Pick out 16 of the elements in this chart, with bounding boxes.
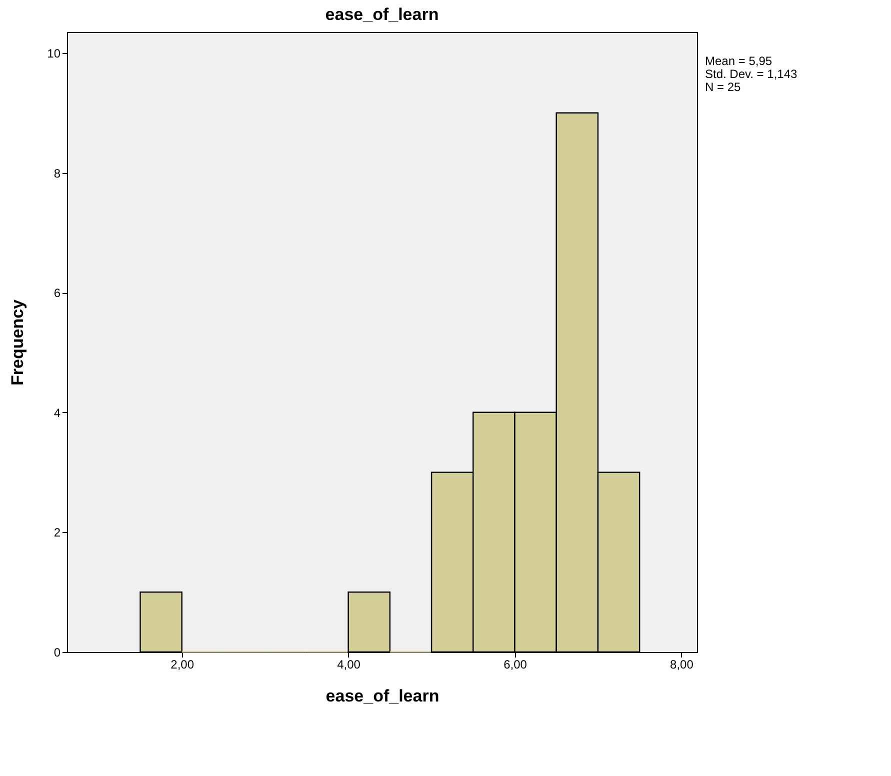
y-tick-label: 4 (54, 406, 61, 420)
text: Std. Dev. = 1,143 (705, 66, 798, 81)
chart-title: ease_of_learn (325, 5, 439, 24)
y-tick-label: 2 (54, 526, 61, 540)
text: Mean = 5,95 (705, 54, 772, 68)
x-tick-label: 8,00 (670, 658, 694, 672)
x-axis-title: ease_of_learn (326, 686, 440, 706)
x-tick-label: 4,00 (337, 658, 361, 672)
text: N = 25 (705, 80, 742, 94)
y-axis-title: Frequency (8, 298, 28, 386)
y-tick-label: 8 (54, 166, 61, 180)
x-tick-label: 6,00 (504, 658, 528, 672)
y-tick-label: 6 (54, 286, 61, 300)
x-tick-label: 2,00 (170, 658, 194, 672)
y-tick-label: 0 (54, 646, 61, 660)
y-tick-label: 10 (47, 46, 61, 60)
